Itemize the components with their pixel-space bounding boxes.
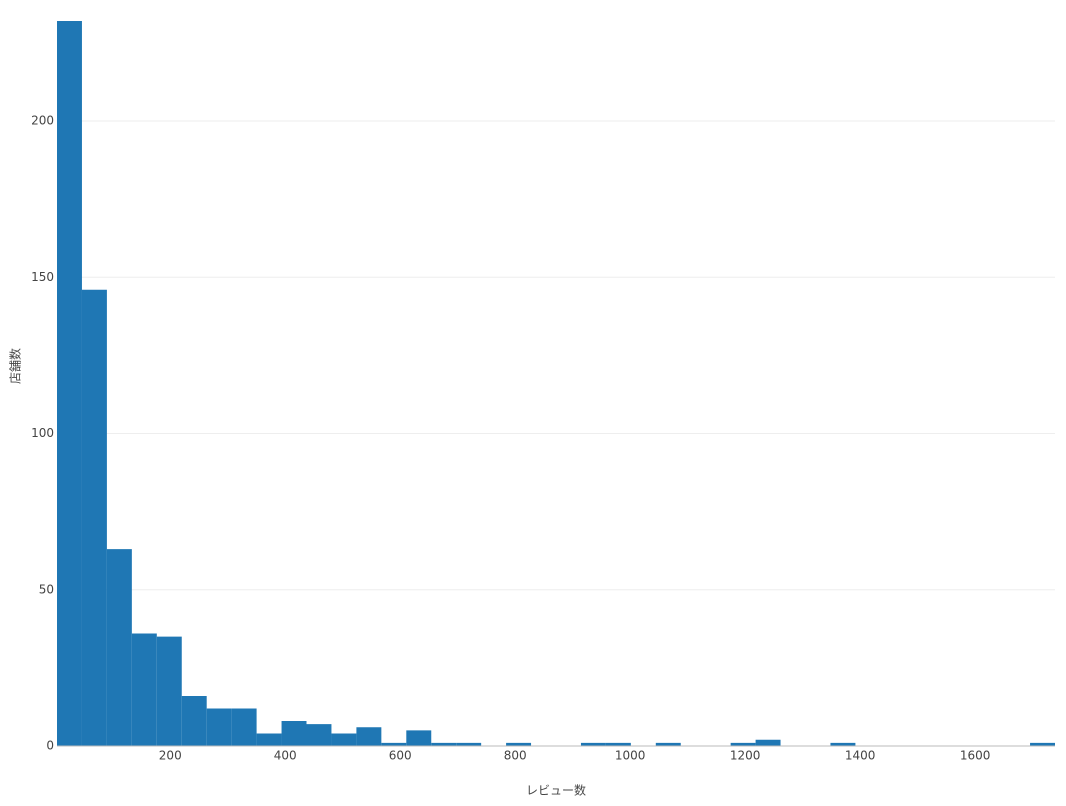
bar (256, 733, 282, 746)
bar (181, 696, 207, 746)
bar (381, 742, 407, 746)
bar (356, 727, 382, 746)
bar (81, 289, 107, 746)
x-tick-label: 1200 (730, 749, 761, 763)
x-axis-title: レビュー数 (526, 783, 586, 798)
bar (730, 742, 756, 746)
x-tick-label: 800 (504, 749, 527, 763)
x-tick-label: 1600 (960, 749, 991, 763)
bar (506, 742, 532, 746)
bar (755, 739, 781, 746)
bar (306, 724, 332, 746)
bar (131, 633, 157, 746)
bar (231, 708, 257, 746)
y-tick-label: 150 (31, 270, 54, 284)
bar (106, 549, 132, 746)
x-tick-label: 400 (274, 749, 297, 763)
bar (431, 742, 457, 746)
bar (331, 733, 357, 746)
bar (830, 742, 856, 746)
bar (57, 21, 82, 746)
x-tick-label: 1400 (845, 749, 876, 763)
x-tick-label: 200 (159, 749, 182, 763)
y-axis-title: 店舗数 (8, 348, 23, 384)
bar (406, 730, 432, 746)
y-tick-label: 200 (31, 114, 54, 128)
y-tick-label: 100 (31, 426, 54, 440)
x-tick-label: 600 (389, 749, 412, 763)
bar (456, 742, 482, 746)
y-tick-label: 50 (39, 582, 54, 596)
bar (156, 636, 182, 746)
bar (580, 742, 606, 746)
bar (1030, 742, 1055, 746)
bar (605, 742, 631, 746)
bar (206, 708, 232, 746)
y-tick-label: 0 (46, 739, 54, 753)
x-tick-label: 1000 (615, 749, 646, 763)
bar (655, 742, 681, 746)
bar (281, 721, 307, 746)
